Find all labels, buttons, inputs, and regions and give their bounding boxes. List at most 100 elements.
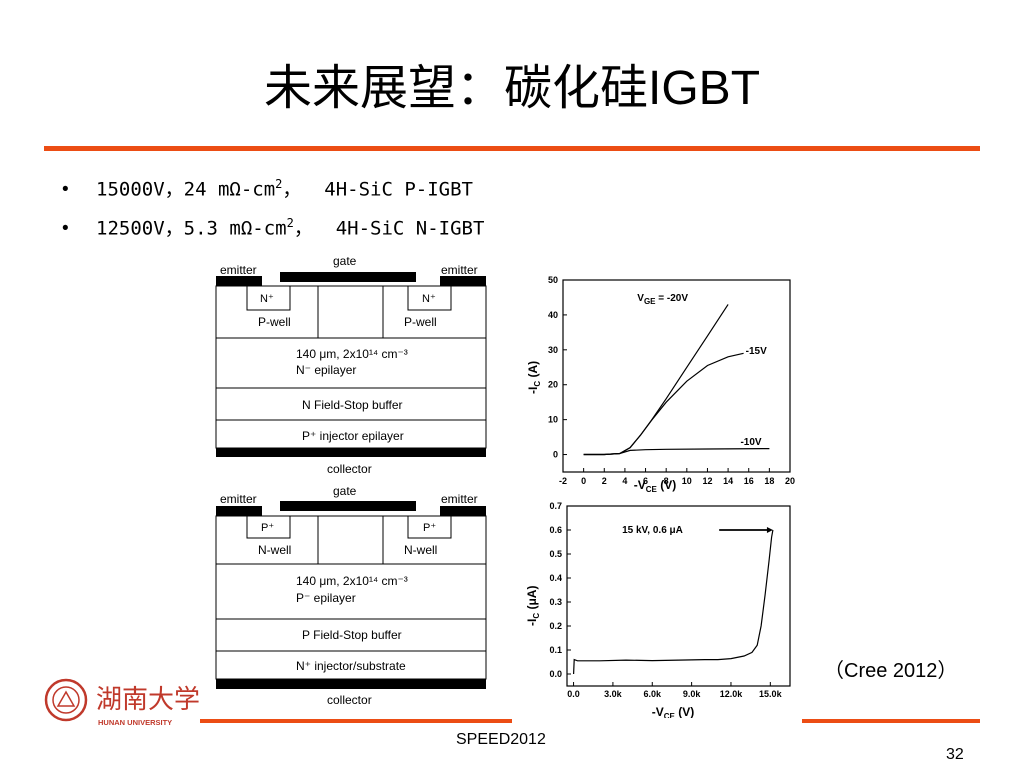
- x-tick-label: 12: [702, 476, 712, 486]
- footer-divider-gap: [512, 718, 802, 724]
- citation: （Cree 2012）: [824, 660, 958, 682]
- bullet-item: • 12500V，5.3 mΩ-cm2， 4H-SiC N-IGBT: [62, 211, 484, 241]
- well-left-label: P-well: [258, 315, 291, 329]
- x-tick-label: 14: [723, 476, 733, 486]
- y-tick-label: 10: [548, 415, 558, 425]
- title-latin: IGBT: [648, 62, 761, 115]
- emitter-right-label: emitter: [441, 492, 478, 506]
- x-axis-label: -VCE (V): [652, 705, 694, 721]
- x-tick-label: 8: [664, 476, 669, 486]
- emitter-right-metal: [440, 506, 486, 516]
- gate-electrode: [280, 272, 416, 282]
- y-tick-label: 0.6: [549, 525, 562, 535]
- drift-layer-label: P⁻ epilayer: [296, 591, 356, 605]
- gate-label: gate: [333, 484, 357, 498]
- bullet-text: 12500V，5.3 mΩ-cm: [96, 217, 287, 240]
- chart-blocking-leakage: 0.0 3.0k 6.0k 9.0k 12.0k 15.0k 0.0 0.1 0.2 0.3 0.4…: [525, 501, 791, 721]
- series-label-10v: -10V: [740, 437, 761, 448]
- injector-label: N⁺ injector/substrate: [296, 659, 406, 673]
- x-tick-label: 6: [643, 476, 648, 486]
- x-tick-label: 18: [764, 476, 774, 486]
- seal-inner-ring: [52, 686, 80, 714]
- contact-right-label: P⁺: [423, 522, 436, 534]
- collector-metal: [216, 448, 486, 457]
- collector-metal: [216, 679, 486, 689]
- device-cross-section-n-igbt: emitter gate emitter P⁺ P⁺ N-well N-well…: [215, 484, 487, 707]
- annotation-label: 15 kV, 0.6 μA: [622, 525, 683, 536]
- y-tick-label: 0.0: [549, 669, 562, 679]
- bullet-dot: •: [62, 179, 69, 201]
- x-tick-label: 6.0k: [643, 689, 662, 699]
- contact-left-label: N⁺: [260, 293, 274, 305]
- bullet-sup: 2: [275, 177, 283, 191]
- x-tick-label: 12.0k: [720, 689, 744, 699]
- logo-en-text: HUNAN UNIVERSITY: [98, 718, 172, 727]
- buffer-label: P Field-Stop buffer: [302, 628, 402, 642]
- series-line-0: [573, 529, 774, 675]
- x-axis-label: -VCE (V): [634, 478, 676, 494]
- collector-label: collector: [327, 462, 372, 476]
- chart-ic-vce-output: -2 0 2 4 6 8 10 12 14 16 18 20 0 10 20 30 40 50 VGE = -20V…: [526, 275, 795, 494]
- x-tick-label: 10: [682, 476, 692, 486]
- contact-right: [407, 285, 452, 311]
- bullet-item: • 15000V，24 mΩ-cm2， 4H-SiC P-IGBT: [62, 172, 473, 202]
- y-tick-label: 0.2: [549, 621, 562, 631]
- annotation-arrowhead: [766, 527, 773, 533]
- emitter-left-label: emitter: [220, 263, 257, 277]
- emitter-right-metal: [440, 276, 486, 286]
- y-tick-label: 0.1: [549, 645, 562, 655]
- hunan-university-logo: 湖南大学 HUNAN UNIVERSITY: [44, 678, 200, 727]
- y-tick-label: 0: [553, 450, 558, 460]
- emitter-right-label: emitter: [441, 263, 478, 277]
- y-tick-label: 50: [548, 275, 558, 285]
- drift-spec-label: 140 μm, 2x10¹⁴ cm⁻³: [296, 347, 408, 361]
- x-tick-label: 2: [602, 476, 607, 486]
- x-tick-label: 9.0k: [683, 689, 702, 699]
- series-line-2: [583, 448, 770, 456]
- y-tick-label: 20: [548, 380, 558, 390]
- y-axis-label: -IC (μA): [525, 586, 541, 626]
- drift-layer-label: N⁻ epilayer: [296, 363, 356, 377]
- drift-spec-label: 140 μm, 2x10¹⁴ cm⁻³: [296, 574, 408, 588]
- injector-label: P⁺ injector epilayer: [302, 429, 404, 443]
- gate-electrode: [280, 501, 416, 511]
- well-right-label: P-well: [404, 315, 437, 329]
- collector-label: collector: [327, 693, 372, 707]
- well-left-label: N-well: [258, 543, 291, 557]
- series-label-vge-20: VGE = -20V: [637, 293, 688, 306]
- contact-left-label: P⁺: [261, 522, 274, 534]
- y-tick-label: 0.4: [549, 573, 562, 583]
- x-tick-label: 20: [785, 476, 795, 486]
- bullet-dot: •: [62, 218, 69, 240]
- y-tick-label: 0.3: [549, 597, 562, 607]
- emitter-left-label: emitter: [220, 492, 257, 506]
- bullet-tail: ， 4H-SiC P-IGBT: [282, 178, 473, 201]
- y-axis-label: -IC (A): [526, 361, 542, 394]
- x-tick-label: 3.0k: [604, 689, 623, 699]
- seal-emblem: [56, 690, 76, 707]
- y-tick-label: 0.7: [549, 501, 562, 511]
- emitter-left-metal: [216, 276, 262, 286]
- x-tick-label: 0: [581, 476, 586, 486]
- contact-left: [246, 515, 291, 539]
- slide-title: 未来展望：碳化硅IGBT: [0, 58, 1024, 119]
- bullet-tail: ， 4H-SiC N-IGBT: [293, 217, 485, 240]
- y-tick-label: 0.5: [549, 549, 562, 559]
- x-tick-label: 15.0k: [759, 689, 783, 699]
- footer-label: SPEED2012: [456, 731, 546, 748]
- seal-outer-ring: [44, 678, 88, 722]
- contact-left: [246, 285, 291, 311]
- contact-right-label: N⁺: [422, 293, 436, 305]
- title-divider: [44, 146, 980, 151]
- well-right-label: N-well: [404, 543, 437, 557]
- x-tick-label: 0.0: [567, 689, 580, 699]
- plot-frame: [562, 279, 791, 473]
- x-tick-label: 16: [744, 476, 754, 486]
- x-tick-label: -2: [559, 476, 567, 486]
- page-number: 32: [946, 746, 964, 763]
- bullet-sup: 2: [286, 216, 294, 230]
- device-cross-section-p-igbt: emitter gate emitter N⁺ N⁺ P-well P-well…: [215, 254, 487, 476]
- logo-cn-text: 湖南大学: [96, 684, 200, 714]
- series-label-15v: -15V: [746, 346, 767, 357]
- plot-frame: [566, 505, 791, 687]
